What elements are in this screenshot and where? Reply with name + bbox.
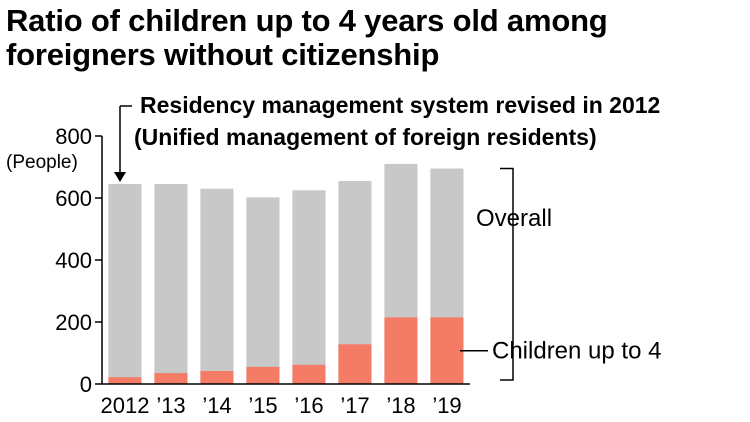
- x-tick-label-2: ’14: [202, 393, 231, 418]
- y-axis: 0 200 400 600 800: [55, 124, 470, 397]
- x-tick-label-4: ’16: [294, 393, 323, 418]
- title-line-2: foreigners without citizenship: [6, 37, 440, 72]
- overall-bar-2: [200, 188, 234, 384]
- legend-overall-label: Overall: [476, 205, 552, 232]
- children-bar-2: [200, 371, 234, 384]
- chart-title: Ratio of children up to 4 years old amon…: [6, 4, 746, 72]
- y-tick-label-1: 200: [55, 310, 92, 335]
- x-axis-labels: 2012’13 ’14 ’15 ’16 ’17 ’18 ’19: [101, 393, 462, 418]
- x-tick-label-6: ’18: [386, 393, 415, 418]
- children-bar-5: [338, 344, 372, 384]
- annotation-arrowhead: [114, 172, 126, 182]
- y-tick-label-3: 600: [55, 186, 92, 211]
- overall-bracket: [500, 167, 514, 381]
- y-tick-label-2: 400: [55, 248, 92, 273]
- children-bar-0: [108, 377, 142, 384]
- children-bar-3: [246, 366, 280, 384]
- overall-bar-0: [108, 184, 142, 384]
- children-bar-1: [154, 373, 188, 384]
- x-tick-label-7: ’19: [432, 393, 461, 418]
- y-axis-unit-label: (People): [6, 152, 78, 173]
- y-tick-label-4: 800: [55, 124, 92, 149]
- x-tick-label-3: ’15: [248, 393, 277, 418]
- overall-bar-3: [246, 197, 280, 384]
- x-tick-label-1: ’13: [156, 393, 185, 418]
- annotation-line-1: Residency management system revised in 2…: [140, 92, 660, 118]
- children-bar-4: [292, 364, 326, 384]
- annotation-line-2: (Unified management of foreign residents…: [134, 124, 597, 150]
- legend-children-label: Children up to 4: [492, 338, 661, 365]
- title-line-1: Ratio of children up to 4 years old amon…: [6, 3, 608, 38]
- x-tick-label-0: 2012: [101, 393, 150, 418]
- y-tick-label-0: 0: [80, 372, 92, 397]
- children-bar-7: [430, 317, 464, 384]
- bars-group: [108, 163, 464, 385]
- legend: Overall Children up to 4: [460, 167, 661, 381]
- overall-bar-4: [292, 190, 326, 385]
- children-bar-6: [384, 317, 418, 384]
- overall-bar-1: [154, 184, 188, 384]
- x-tick-label-5: ’17: [340, 393, 369, 418]
